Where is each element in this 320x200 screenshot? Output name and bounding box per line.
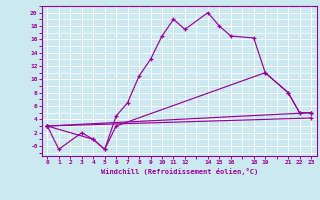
X-axis label: Windchill (Refroidissement éolien,°C): Windchill (Refroidissement éolien,°C) xyxy=(100,168,258,175)
